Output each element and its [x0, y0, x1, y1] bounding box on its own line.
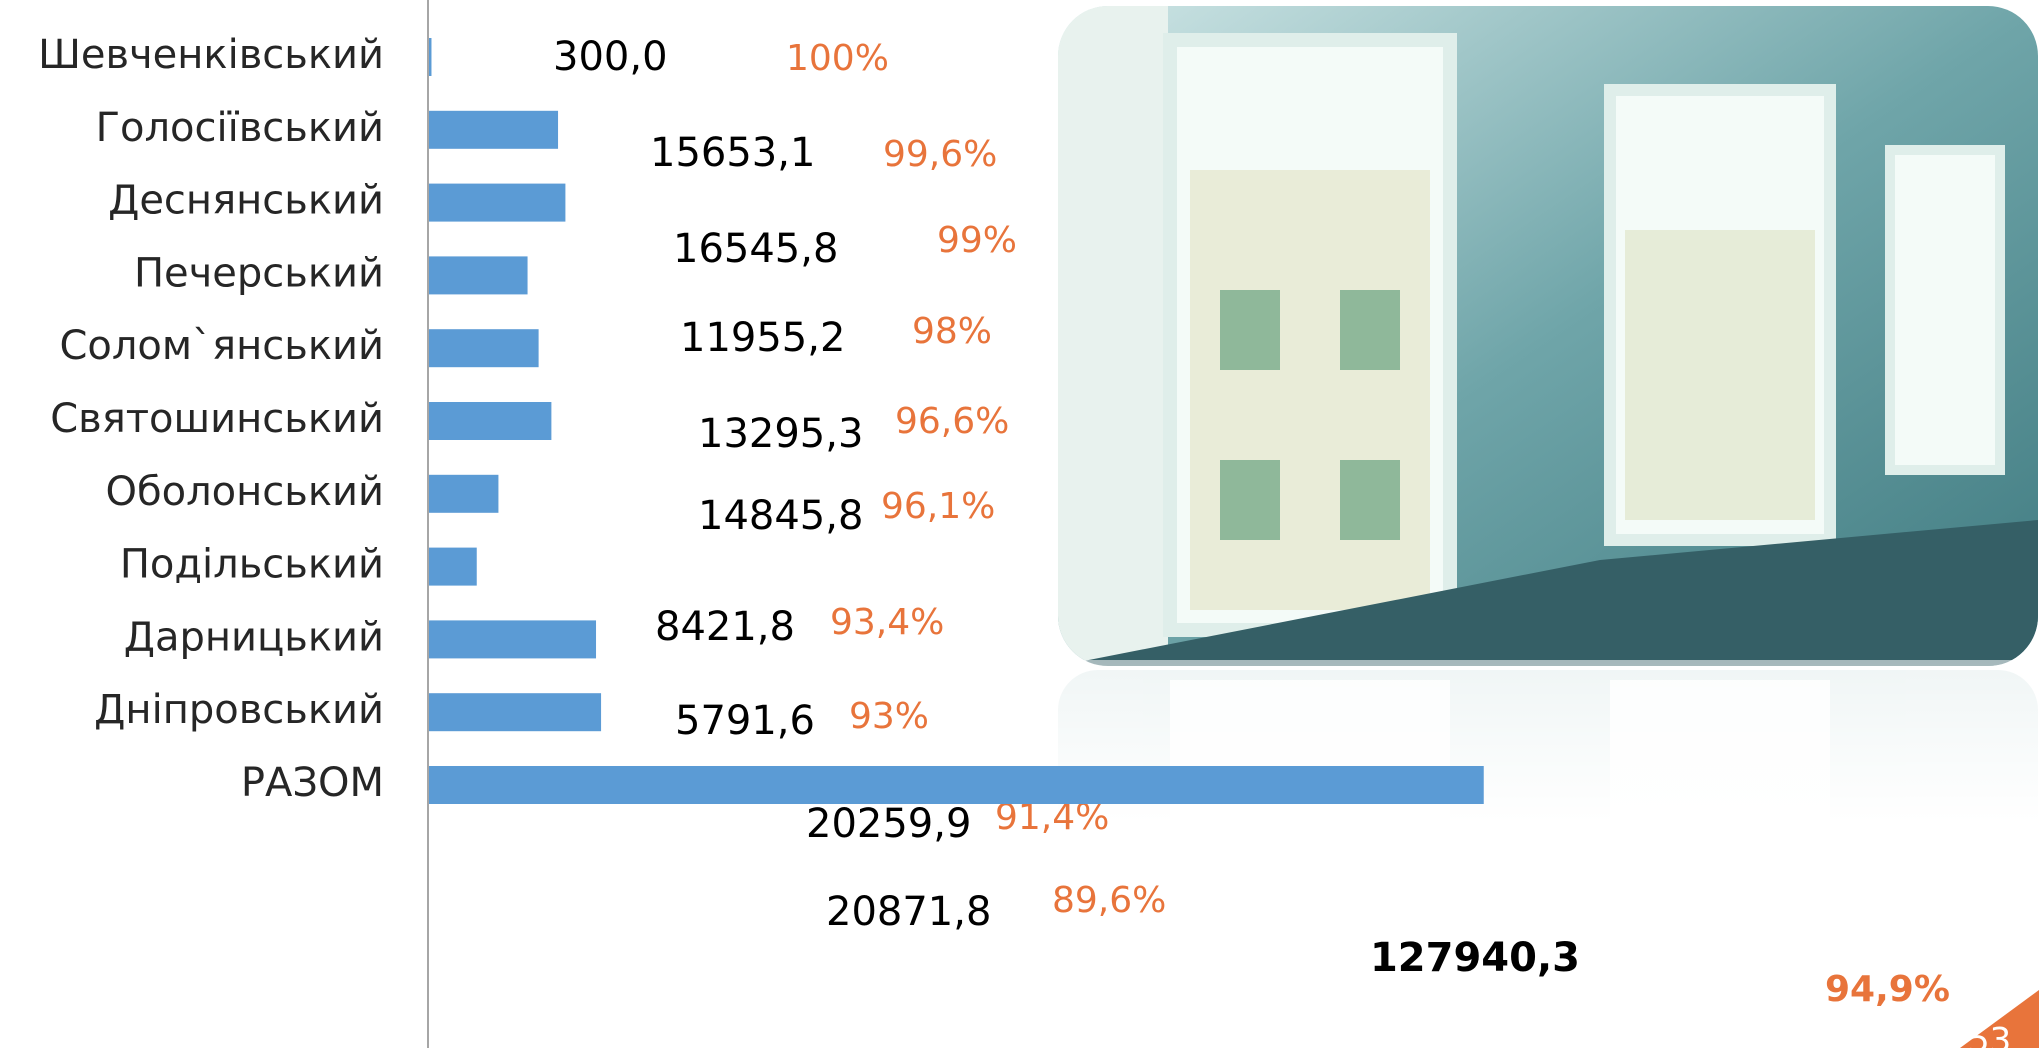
category-label: Дніпровський [94, 687, 384, 733]
category-label: Шевченківський [38, 32, 384, 78]
value-label: 16545,8 [673, 226, 838, 272]
percent-label: 93% [849, 696, 929, 737]
page-corner [1960, 990, 2039, 1048]
value-label: 8421,8 [655, 604, 795, 650]
bar [429, 474, 499, 513]
bar [429, 547, 477, 586]
page-number: 53 [1968, 1021, 2011, 1048]
value-label: 14845,8 [698, 493, 863, 539]
bar [429, 693, 602, 732]
category-label: Оболонський [105, 469, 384, 515]
percent-label: 99,6% [883, 134, 997, 175]
value-label: 127940,3 [1370, 935, 1580, 981]
percent-label: 99% [937, 220, 1017, 261]
category-label: Печерський [134, 250, 384, 296]
percent-label: 98% [912, 311, 992, 352]
bar [429, 38, 432, 76]
bar [429, 402, 552, 440]
bar [429, 110, 559, 149]
photo [1040, 6, 2039, 930]
category-label: Святошинський [50, 396, 384, 442]
value-label: 15653,1 [650, 130, 815, 176]
value-label: 11955,2 [680, 315, 845, 361]
category-label: Голосіївський [96, 105, 384, 151]
percent-label: 96,1% [881, 486, 995, 527]
category-label: Подільський [120, 542, 384, 588]
bar [429, 329, 539, 368]
category-label: РАЗОМ [241, 760, 384, 806]
bar [429, 183, 566, 222]
value-label: 5791,6 [675, 698, 815, 744]
category-label: Деснянський [108, 178, 384, 224]
bar [429, 766, 1484, 804]
percent-label: 96,6% [895, 401, 1009, 442]
value-label: 20259,9 [806, 801, 971, 847]
value-label: 20871,8 [826, 889, 991, 935]
bar [429, 256, 528, 295]
value-label: 13295,3 [698, 411, 863, 457]
percent-label: 94,9% [1825, 969, 1950, 1010]
category-label: Дарницький [124, 614, 384, 660]
bar [429, 620, 597, 659]
percent-label: 93,4% [830, 602, 944, 643]
value-label: 300,0 [553, 34, 668, 80]
category-label: Солом`янський [59, 323, 384, 369]
percent-label: 89,6% [1052, 880, 1166, 921]
percent-label: 100% [786, 38, 889, 79]
